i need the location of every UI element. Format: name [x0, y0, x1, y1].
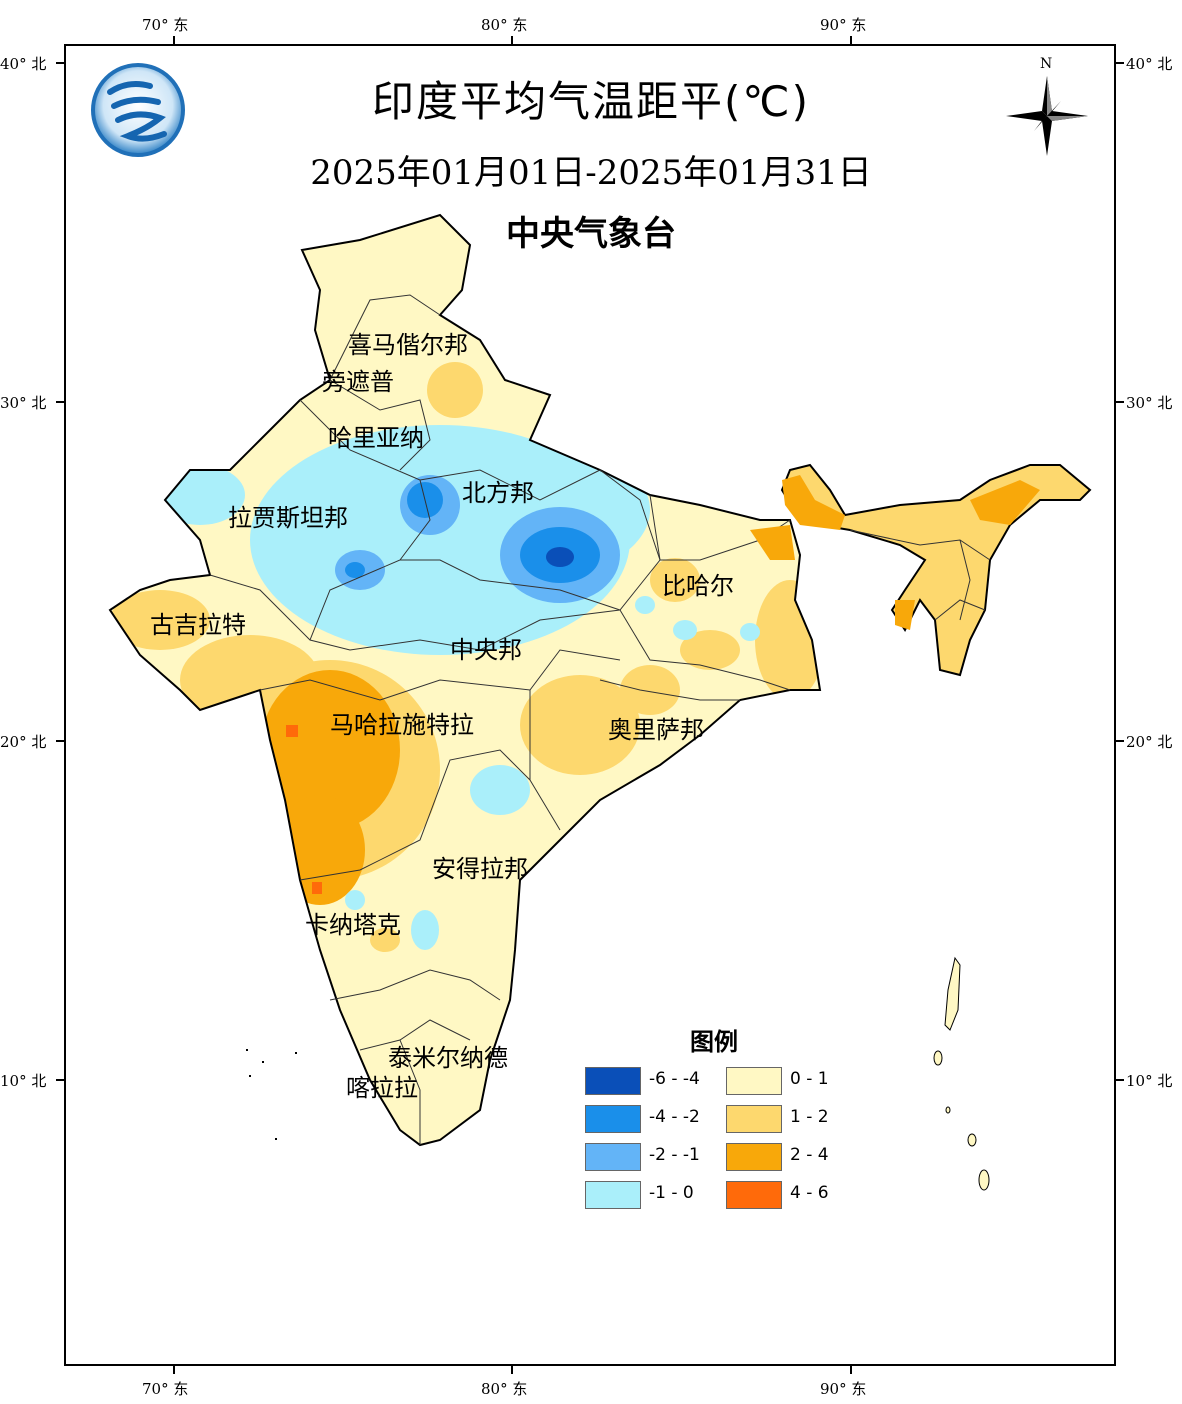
- bottom-tick-90e: 90° 东: [820, 1380, 867, 1398]
- right-tick-10n: 10° 北: [1126, 1072, 1173, 1090]
- state-label-karnataka: 卡纳塔克: [305, 911, 401, 939]
- bottom-tick-70e: 70° 东: [142, 1380, 189, 1398]
- state-label-madhya-pradesh: 中央邦: [450, 636, 522, 664]
- legend-swatch: [726, 1181, 782, 1209]
- legend-title: 图例: [690, 1028, 738, 1056]
- legend-swatch: [585, 1143, 641, 1171]
- state-label-uttar-pradesh: 北方邦: [462, 479, 534, 507]
- legend-swatch: [585, 1105, 641, 1133]
- legend-label: 4 - 6: [790, 1183, 829, 1203]
- right-tick-20n: 20° 北: [1126, 733, 1173, 751]
- state-label-andhra-pradesh: 安得拉邦: [432, 855, 528, 883]
- state-label-rajasthan: 拉贾斯坦邦: [228, 504, 348, 532]
- legend-swatch: [726, 1143, 782, 1171]
- state-label-haryana: 哈里亚纳: [328, 424, 424, 452]
- state-label-himachal-pradesh: 喜马偕尔邦: [348, 331, 468, 359]
- legend-swatch: [726, 1067, 782, 1095]
- top-tick-70e: 70° 东: [142, 16, 189, 34]
- map-title: 印度平均气温距平(℃): [372, 77, 810, 126]
- state-label-bihar: 比哈尔: [662, 572, 734, 600]
- legend-label: 0 - 1: [790, 1069, 829, 1089]
- legend-swatch: [585, 1181, 641, 1209]
- right-tick-30n: 30° 北: [1126, 394, 1173, 412]
- map-frame: [64, 44, 1116, 1366]
- left-tick-40n: 40° 北: [0, 55, 47, 73]
- legend-label: -4 - -2: [649, 1107, 700, 1127]
- north-arrow: N: [1006, 56, 1090, 156]
- top-tick-90e: 90° 东: [820, 16, 867, 34]
- legend-label: 2 - 4: [790, 1145, 829, 1165]
- left-tick-20n: 20° 北: [0, 733, 47, 751]
- issuing-agency: 中央气象台: [506, 214, 676, 254]
- left-tick-30n: 30° 北: [0, 394, 47, 412]
- legend-label: -6 - -4: [649, 1069, 700, 1089]
- left-tick-10n: 10° 北: [0, 1072, 47, 1090]
- state-label-gujarat: 古吉拉特: [150, 611, 246, 639]
- cma-logo-icon: [91, 63, 185, 157]
- state-label-maharashtra: 马哈拉施特拉: [330, 711, 474, 739]
- right-tick-40n: 40° 北: [1126, 55, 1173, 73]
- legend-swatch: [585, 1067, 641, 1095]
- state-label-punjab: 旁遮普: [322, 368, 394, 396]
- compass-rose-icon: [1006, 76, 1088, 156]
- legend-label: 1 - 2: [790, 1107, 829, 1127]
- bottom-tick-80e: 80° 东: [481, 1380, 528, 1398]
- top-tick-80e: 80° 东: [481, 16, 528, 34]
- legend-swatch: [726, 1105, 782, 1133]
- state-label-kerala: 喀拉拉: [346, 1074, 418, 1102]
- north-label: N: [1040, 56, 1053, 72]
- legend-label: -1 - 0: [649, 1183, 694, 1203]
- legend-label: -2 - -1: [649, 1145, 700, 1165]
- state-label-odisha: 奥里萨邦: [608, 716, 704, 744]
- state-label-tamil-nadu: 泰米尔纳德: [388, 1044, 508, 1072]
- date-range: 2025年01月01日-2025年01月31日: [310, 153, 872, 193]
